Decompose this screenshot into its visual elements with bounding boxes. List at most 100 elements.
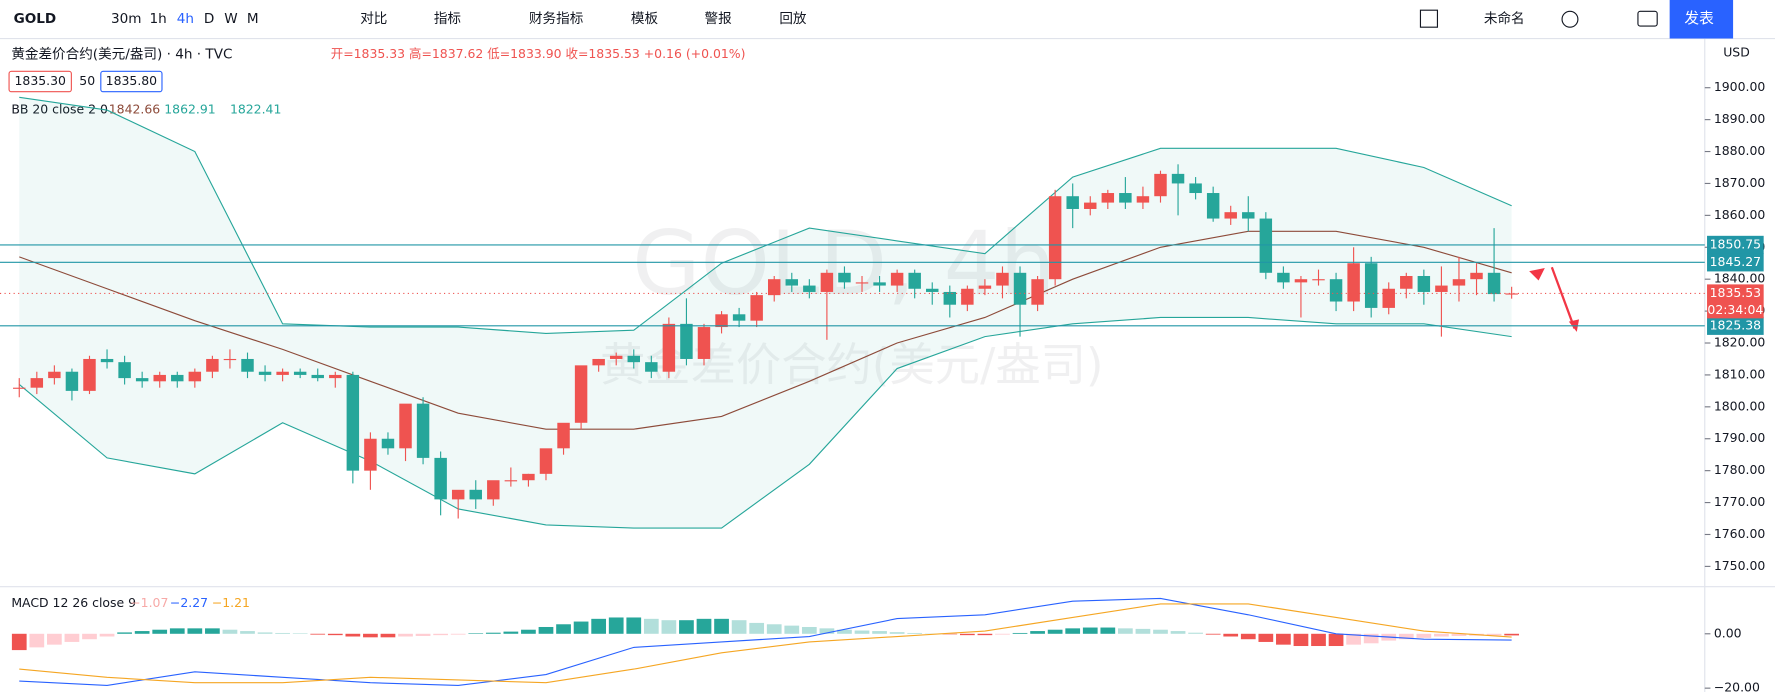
publish-button[interactable] bbox=[1669, 0, 1734, 39]
interval[interactable]: 30m bbox=[111, 11, 142, 27]
macd-histogram-bar bbox=[819, 628, 835, 634]
layout-name[interactable]: 未命名 bbox=[1484, 10, 1525, 27]
interval[interactable]: M bbox=[247, 11, 259, 27]
y-tick-label: 1750.00 bbox=[1714, 558, 1766, 573]
interval[interactable]: D bbox=[204, 11, 214, 27]
macd-histogram-bar bbox=[1188, 632, 1203, 634]
toolbar-button[interactable]: 警报 bbox=[705, 11, 733, 27]
candle-body bbox=[1452, 279, 1466, 286]
bb-value: 1822.41 bbox=[230, 101, 281, 116]
level-tag bbox=[1707, 235, 1764, 254]
candle-body bbox=[732, 314, 746, 321]
interval[interactable]: W bbox=[224, 11, 237, 27]
macd-histogram-bar bbox=[380, 633, 396, 638]
macd-histogram-bar bbox=[608, 617, 624, 634]
countdown: 02:34:04 bbox=[1707, 302, 1763, 317]
macd-histogram-bar bbox=[556, 624, 571, 634]
last-price-label: 1835.53 bbox=[1710, 285, 1761, 300]
candle-body bbox=[1400, 275, 1413, 289]
macd-histogram-bar bbox=[240, 631, 255, 634]
level-tag bbox=[1707, 316, 1764, 335]
chart-title: 黄金差价合约(美元/盎司) · 4h · TVC bbox=[11, 46, 232, 62]
macd-histogram-bar bbox=[784, 625, 800, 634]
macd-histogram-bar bbox=[643, 618, 659, 634]
macd-value: −1.07 bbox=[130, 595, 168, 610]
macd-histogram-bar bbox=[591, 618, 607, 634]
candle-body bbox=[135, 378, 149, 382]
candle-body bbox=[1224, 212, 1237, 219]
candle-body bbox=[1259, 218, 1273, 273]
macd-histogram-bar bbox=[205, 628, 220, 634]
candle-body bbox=[750, 295, 763, 321]
macd-histogram-bar bbox=[959, 633, 975, 636]
macd-histogram-bar bbox=[714, 618, 729, 634]
camera-icon[interactable] bbox=[1637, 10, 1658, 27]
bb-value: 1862.91 bbox=[164, 101, 215, 116]
candle-body bbox=[890, 272, 904, 286]
y-tick-label: 1800.00 bbox=[1714, 398, 1766, 413]
candle-body bbox=[1277, 272, 1290, 283]
order-button[interactable] bbox=[100, 70, 163, 93]
symbol[interactable]: GOLD bbox=[14, 11, 57, 27]
toolbar-button[interactable]: 回放 bbox=[779, 11, 807, 27]
ohlc-legend: 开=1835.33 高=1837.62 低=1833.90 收=1835.53 … bbox=[331, 46, 746, 61]
y-tick-label: 1790.00 bbox=[1714, 430, 1766, 445]
macd-histogram-bar bbox=[538, 626, 554, 634]
macd-histogram-bar bbox=[942, 633, 958, 635]
level-label: 1825.38 bbox=[1710, 317, 1762, 332]
candle-body bbox=[873, 282, 886, 286]
macd-histogram-bar bbox=[1030, 631, 1045, 634]
candle-body bbox=[645, 362, 658, 372]
macd-histogram-bar bbox=[257, 632, 273, 634]
toolbar-button[interactable]: 对比 bbox=[360, 11, 387, 27]
candle-body bbox=[364, 438, 377, 471]
select-icon[interactable] bbox=[1419, 9, 1439, 28]
candle-body bbox=[855, 282, 869, 284]
macd-histogram-bar bbox=[661, 620, 677, 634]
macd-line bbox=[19, 597, 1512, 686]
macd-histogram-bar bbox=[1118, 628, 1133, 634]
order-button-label: 1835.80 bbox=[106, 73, 158, 88]
order-button-label: 1835.30 bbox=[14, 73, 66, 88]
macd-histogram-bar bbox=[731, 620, 747, 634]
macd-histogram-bar bbox=[1398, 633, 1414, 640]
publish-label[interactable]: 发表 bbox=[1684, 10, 1714, 27]
macd-value: −1.21 bbox=[212, 595, 250, 610]
toolbar-button[interactable]: 模板 bbox=[631, 11, 659, 27]
macd-histogram-bar bbox=[1012, 632, 1028, 634]
candle-body bbox=[961, 288, 974, 305]
macd-histogram-bar bbox=[64, 633, 80, 642]
candle-body bbox=[996, 272, 1009, 286]
macd-value: −2.27 bbox=[170, 595, 208, 610]
toolbar-button[interactable]: 指标 bbox=[434, 11, 461, 27]
macd-histogram-bar bbox=[889, 632, 905, 634]
toolbar-button[interactable]: 财务指标 bbox=[529, 11, 583, 27]
candle-body bbox=[522, 473, 535, 481]
candle-body bbox=[30, 378, 44, 388]
candle-body bbox=[1013, 272, 1027, 305]
candle-body bbox=[1171, 173, 1185, 184]
macd-tick-label: −20.00 bbox=[1714, 680, 1760, 692]
y-tick-label: 1880.00 bbox=[1714, 143, 1766, 158]
candle-body bbox=[293, 371, 307, 375]
macd-histogram-bar bbox=[345, 633, 361, 637]
candle-body bbox=[311, 374, 324, 379]
candle-body bbox=[680, 323, 693, 359]
candle-body bbox=[1189, 183, 1202, 194]
interval[interactable]: 1h bbox=[150, 11, 167, 27]
macd-histogram-bar bbox=[47, 633, 62, 645]
macd-histogram-bar bbox=[1065, 628, 1081, 634]
order-button[interactable] bbox=[8, 70, 72, 93]
macd-histogram-bar bbox=[1293, 633, 1309, 647]
up-arrow-annotation bbox=[1529, 266, 1576, 329]
candle-body bbox=[697, 327, 711, 359]
macd-histogram-bar bbox=[907, 632, 923, 634]
candle-body bbox=[767, 279, 781, 296]
macd-histogram-bar bbox=[485, 632, 501, 634]
candle-body bbox=[1417, 275, 1431, 292]
candle-body bbox=[1031, 279, 1044, 305]
settings-icon[interactable] bbox=[1561, 10, 1579, 28]
signal-line bbox=[19, 603, 1512, 684]
interval[interactable]: 4h bbox=[177, 11, 194, 27]
macd-histogram-bar bbox=[134, 631, 150, 634]
